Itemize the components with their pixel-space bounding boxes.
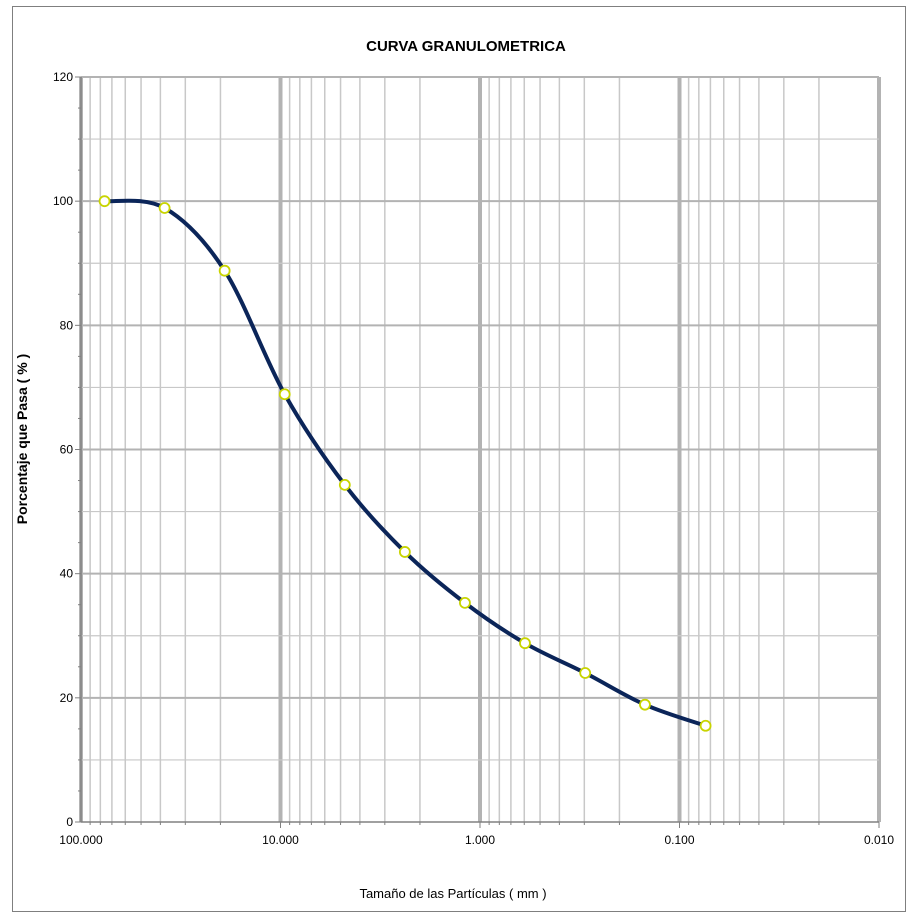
x-tick-label: 0.100 [664, 833, 694, 847]
data-point [459, 596, 471, 609]
grid [79, 76, 881, 822]
x-tick-label: 100.000 [59, 833, 103, 847]
y-tick-label: 0 [66, 815, 73, 829]
series [98, 195, 712, 732]
data-point [158, 202, 171, 214]
y-tick-label: 80 [60, 318, 74, 332]
data-point [278, 388, 291, 401]
data-point [639, 698, 651, 711]
data-point [98, 195, 111, 208]
y-tick-label: 120 [53, 70, 73, 84]
axes [75, 76, 880, 828]
x-tick-label: 10.000 [262, 833, 299, 847]
chart-title: CURVA GRANULOMETRICA [366, 38, 566, 55]
x-tick-labels: 100.000 10.000 1.000 0.100 0.010 [59, 833, 894, 847]
x-tick-label: 1.000 [465, 833, 495, 847]
data-point [218, 264, 231, 277]
y-tick-labels: 0 20 40 60 80 100 120 [53, 70, 73, 829]
data-point [579, 667, 592, 679]
y-tick-label: 20 [60, 691, 74, 705]
data-point [398, 546, 411, 558]
x-tick-label: 0.010 [864, 833, 894, 847]
data-point [519, 637, 531, 650]
y-tick-label: 40 [60, 567, 74, 581]
series-line [104, 198, 707, 728]
y-axis-label: Porcentaje que Pasa ( % ) [14, 354, 30, 524]
data-point [699, 719, 712, 732]
y-tick-label: 60 [60, 443, 74, 457]
granulometric-chart: 100.000 10.000 1.000 0.100 0.010 0 20 40 60 80 10… [14, 38, 894, 901]
data-point [338, 478, 351, 491]
y-tick-label: 100 [53, 194, 73, 208]
chart-frame: 100.000 10.000 1.000 0.100 0.010 0 20 40 60 80 10… [12, 6, 906, 912]
x-axis-label: Tamaño de las Partículas ( mm ) [359, 886, 546, 901]
